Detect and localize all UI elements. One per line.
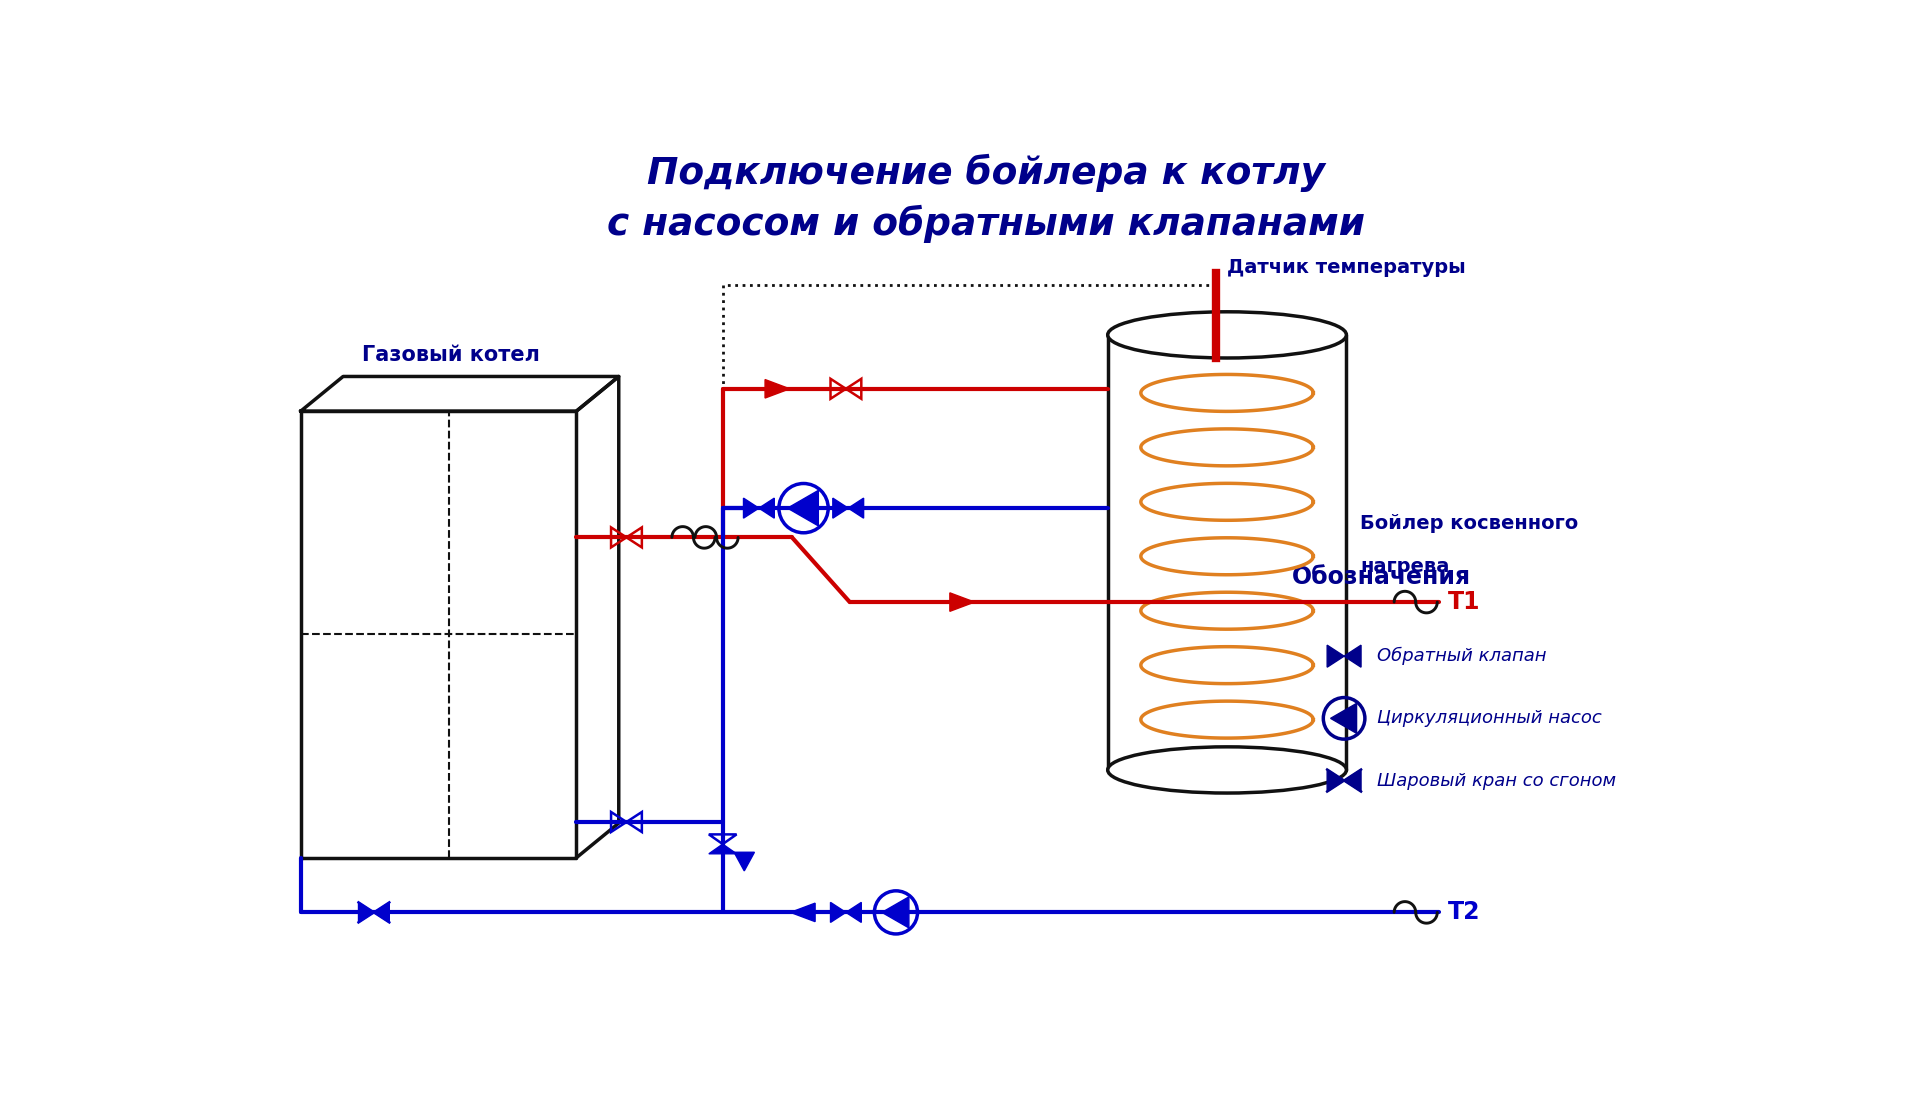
Polygon shape xyxy=(1331,703,1356,733)
Polygon shape xyxy=(833,498,848,518)
Polygon shape xyxy=(1344,770,1360,791)
Text: Циркуляционный насос: Циркуляционный насос xyxy=(1377,710,1602,728)
Polygon shape xyxy=(735,853,754,870)
Text: нагрева: нагрева xyxy=(1360,557,1448,576)
Polygon shape xyxy=(358,903,373,923)
Polygon shape xyxy=(1327,645,1344,667)
Text: Бойлер косвенного: Бойлер косвенного xyxy=(1360,514,1577,533)
Polygon shape xyxy=(1344,645,1360,667)
Polygon shape xyxy=(848,498,863,518)
Polygon shape xyxy=(373,903,388,923)
Text: Шаровый кран со сгоном: Шаровый кран со сгоном xyxy=(1377,771,1615,789)
Polygon shape xyxy=(708,844,737,854)
Polygon shape xyxy=(846,903,862,923)
Text: Газовый котел: Газовый котел xyxy=(362,345,540,365)
Polygon shape xyxy=(765,379,788,398)
Text: с насосом и обратными клапанами: с насосом и обратными клапанами xyxy=(608,205,1363,243)
Polygon shape xyxy=(758,498,773,518)
Text: T1: T1 xyxy=(1448,590,1481,614)
Polygon shape xyxy=(790,903,815,922)
Polygon shape xyxy=(831,903,846,923)
Polygon shape xyxy=(787,490,817,526)
Text: T2: T2 xyxy=(1448,901,1481,924)
Polygon shape xyxy=(950,593,973,612)
Text: Датчик температуры: Датчик температуры xyxy=(1227,258,1465,277)
Text: Обозначения: Обозначения xyxy=(1290,565,1469,589)
Polygon shape xyxy=(742,498,758,518)
Ellipse shape xyxy=(1108,747,1346,793)
Polygon shape xyxy=(1327,770,1344,791)
Text: Обратный клапан: Обратный клапан xyxy=(1377,647,1546,665)
Text: Подключение бойлера к котлу: Подключение бойлера к котлу xyxy=(646,154,1325,192)
Polygon shape xyxy=(881,897,908,927)
Ellipse shape xyxy=(1108,311,1346,358)
